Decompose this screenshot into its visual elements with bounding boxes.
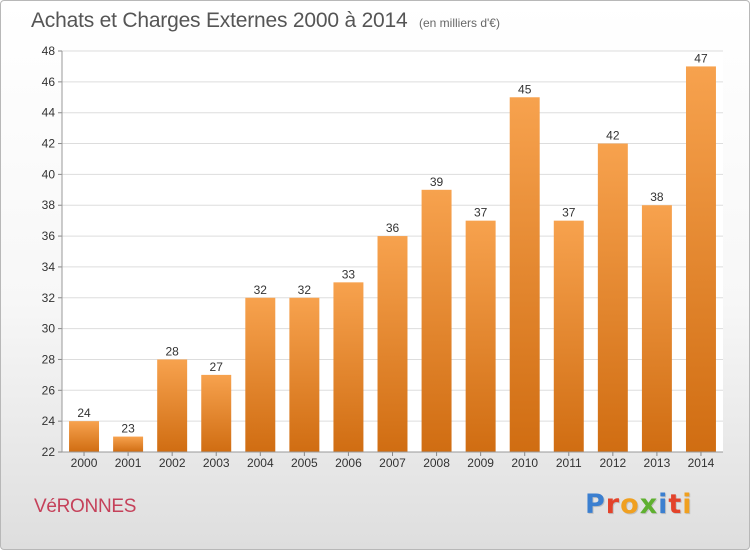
y-tick-label: 48	[42, 44, 56, 58]
x-tick-label: 2003	[203, 456, 230, 470]
place-name: VéRONNES	[34, 496, 137, 517]
data-label: 24	[77, 406, 91, 420]
logo-letter: x	[639, 489, 659, 520]
bar	[597, 143, 628, 453]
bar	[157, 359, 188, 452]
y-tick-label: 32	[42, 291, 56, 305]
logo-letter: r	[605, 489, 621, 520]
logo-letter: i	[658, 489, 669, 520]
x-tick-label: 2006	[335, 456, 362, 470]
axes: 22 24 26 28 30 32 34 36 38 40 42 44 46 48 2000 2001 2002…	[42, 44, 723, 470]
data-label: 32	[254, 283, 268, 297]
logo-letter: i	[682, 489, 693, 520]
bar	[641, 205, 672, 452]
x-tick-label: 2009	[467, 456, 494, 470]
bar	[685, 66, 716, 452]
bar	[113, 436, 144, 452]
logo-letter: t	[668, 489, 683, 520]
bar	[377, 236, 408, 452]
x-tick-label: 2011	[556, 456, 582, 470]
bar	[509, 97, 540, 453]
logo-letter: o	[620, 489, 640, 520]
data-label: 37	[474, 206, 488, 220]
data-label: 42	[606, 129, 620, 143]
data-label: 38	[650, 190, 664, 204]
data-label: 28	[165, 344, 179, 358]
x-tick-label: 2012	[599, 456, 626, 470]
x-tick-label: 2014	[688, 456, 715, 470]
y-tick-label: 40	[42, 167, 56, 181]
y-tick-label: 22	[42, 445, 56, 459]
bars: 24 23 28 27 32 32 33 36 39 37 45 37 42 38 47	[69, 51, 716, 453]
bar	[245, 297, 276, 452]
data-label: 36	[386, 221, 400, 235]
y-tick-label: 30	[42, 322, 56, 336]
x-tick-label: 2007	[379, 456, 406, 470]
x-tick-label: 2010	[511, 456, 538, 470]
data-label: 47	[694, 51, 708, 65]
x-tick-label: 2013	[644, 456, 671, 470]
chart-title: Achats et Charges Externes 2000 à 2014	[31, 9, 408, 32]
y-tick-label: 26	[42, 383, 56, 397]
logo-letter: P	[585, 489, 606, 520]
x-tick-label: 2000	[71, 456, 98, 470]
x-tick-label: 2005	[291, 456, 318, 470]
y-tick-label: 46	[42, 75, 56, 89]
x-tick-label: 2004	[247, 456, 274, 470]
data-label: 32	[298, 283, 312, 297]
x-tick-label: 2008	[423, 456, 450, 470]
y-tick-label: 24	[42, 414, 56, 428]
y-tick-label: 44	[42, 106, 56, 120]
data-label: 33	[342, 267, 356, 281]
data-label: 39	[430, 175, 444, 189]
x-tick-label: 2001	[115, 456, 142, 470]
y-tick-label: 28	[42, 352, 56, 366]
chart-subtitle: (en milliers d'€)	[419, 16, 500, 30]
y-tick-label: 34	[42, 260, 56, 274]
bar	[201, 374, 232, 452]
bar	[333, 282, 364, 452]
y-tick-label: 36	[42, 229, 56, 243]
data-label: 45	[518, 82, 532, 96]
x-tick-label: 2002	[159, 456, 186, 470]
bar	[289, 297, 320, 452]
data-label: 27	[210, 360, 224, 374]
y-tick-label: 38	[42, 198, 56, 212]
proxiti-logo[interactable]: Proxiti	[585, 489, 693, 520]
y-tick-label: 42	[42, 137, 56, 151]
bar	[553, 220, 584, 452]
bar	[69, 421, 100, 452]
bar	[421, 189, 452, 453]
data-label: 23	[121, 422, 135, 436]
data-label: 37	[562, 206, 576, 220]
bar	[465, 220, 496, 452]
